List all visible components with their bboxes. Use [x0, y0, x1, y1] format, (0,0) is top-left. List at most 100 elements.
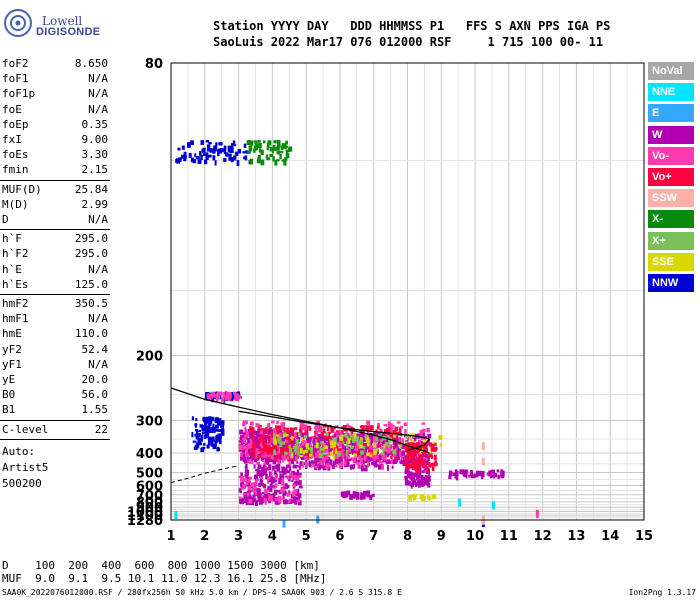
- echo-point-w: [470, 474, 474, 479]
- echo-point-vo: [433, 449, 437, 452]
- echo-point-w: [286, 464, 290, 467]
- echo-point-nnw: [217, 440, 221, 443]
- echo-point-vo: [392, 452, 397, 457]
- echo-point-vo: [267, 423, 271, 428]
- echo-point-vo: [358, 448, 363, 453]
- echo-point-vo: [295, 476, 299, 482]
- echo-point-vo: [319, 460, 323, 465]
- echo-point-vo: [250, 482, 254, 488]
- echo-point-vo: [367, 451, 372, 454]
- echo-point-vo: [326, 425, 329, 432]
- echo-point-vo: [289, 445, 293, 449]
- echo-point-vo: [321, 456, 326, 462]
- echo-point-w: [422, 478, 425, 481]
- echo-point-vo: [289, 472, 292, 476]
- echo-point-vo: [251, 487, 254, 491]
- echo-point-w: [360, 465, 364, 472]
- echo-point-nnw: [206, 144, 211, 148]
- echo-point-x: [307, 447, 311, 451]
- echo-point-x: [274, 147, 277, 151]
- echo-point-nnw: [202, 147, 206, 153]
- echo-point-nnw: [206, 444, 210, 449]
- echo-point-w: [340, 492, 344, 496]
- echo-point-w: [309, 440, 312, 443]
- echo-point-vo: [380, 446, 383, 450]
- isolated-echo: [481, 442, 485, 451]
- echo-point-x: [366, 440, 371, 446]
- echo-point-x: [285, 149, 290, 152]
- y-tick-label: 800: [136, 496, 163, 511]
- echo-point-w: [385, 460, 388, 465]
- echo-point-vo: [381, 464, 384, 470]
- echo-point-w: [309, 438, 312, 442]
- echo-point-vo: [304, 455, 308, 461]
- echo-point-vo: [400, 425, 403, 429]
- echo-point-vo: [326, 438, 330, 442]
- echo-point-vo: [396, 421, 401, 424]
- echo-point-vo: [259, 430, 263, 435]
- param-row: D N/A: [2, 213, 108, 228]
- echo-point-w: [348, 459, 352, 462]
- echo-point-x: [293, 446, 298, 452]
- echo-point-vo: [330, 427, 333, 430]
- echo-point-w: [269, 483, 273, 489]
- echo-point-vo: [247, 486, 251, 491]
- echo-point-x: [278, 436, 282, 440]
- echo-point-vo: [317, 427, 322, 433]
- echo-point-w: [275, 490, 278, 495]
- echo-point-w: [324, 438, 328, 441]
- echo-point-w: [365, 456, 369, 460]
- echo-point-vo: [410, 457, 414, 462]
- echo-point-nnw: [218, 142, 222, 145]
- echo-point-w: [296, 497, 299, 501]
- echo-point-nnw: [201, 427, 206, 431]
- param-label: foF1p: [2, 87, 36, 101]
- param-label: h`Es: [2, 277, 29, 291]
- echo-point-vo: [246, 479, 251, 483]
- echo-point-w: [411, 478, 415, 484]
- echo-point-nnw: [221, 423, 224, 429]
- echo-point-nnw: [223, 148, 227, 155]
- echo-point-vo: [359, 457, 363, 464]
- echo-point-w: [282, 490, 287, 496]
- echo-point-w: [294, 464, 299, 468]
- echo-point-nnw: [215, 142, 218, 147]
- param-value: 20.0: [81, 373, 109, 386]
- echo-point-vo: [286, 427, 290, 433]
- echo-point-w: [336, 459, 339, 465]
- echo-point-nnw: [205, 140, 210, 143]
- echo-point-w: [240, 499, 244, 505]
- y-tick-label: 600: [136, 479, 163, 494]
- echo-point-vo: [401, 438, 404, 442]
- param-row: hmF1 N/A: [2, 312, 108, 327]
- echo-point-w: [284, 467, 288, 471]
- echo-point-vo: [390, 456, 393, 460]
- echo-point-w: [257, 470, 262, 475]
- echo-point-x: [336, 442, 340, 446]
- echo-point-vo: [401, 441, 405, 444]
- echo-point-vo: [315, 431, 319, 435]
- echo-point-nnw: [195, 434, 198, 439]
- echo-point-x: [249, 140, 254, 146]
- echo-point-nnw: [207, 422, 212, 426]
- echo-point-w: [256, 431, 260, 438]
- legend-item: SSW: [648, 189, 694, 208]
- echo-point-nnw: [237, 148, 242, 154]
- echo-point-vo: [399, 442, 403, 446]
- echo-point-nnw: [212, 426, 215, 433]
- echo-point-sse: [411, 438, 415, 444]
- echo-point-x: [272, 156, 275, 162]
- echo-point-nnw: [207, 425, 211, 430]
- echo-point-vo: [384, 429, 387, 434]
- echo-point-x: [283, 160, 287, 166]
- echo-point-vo: [383, 458, 387, 461]
- echo-point-vo: [270, 454, 274, 460]
- echo-point-vo: [387, 448, 391, 454]
- echo-point-x: [303, 435, 308, 439]
- echo-point-vo: [254, 491, 258, 495]
- echo-point-vo: [329, 436, 332, 439]
- echo-point-vo: [347, 425, 351, 430]
- echo-point-vo: [376, 426, 380, 430]
- logo-digisonde-text: DIGISONDE: [36, 26, 101, 38]
- echo-point-nnw: [192, 159, 197, 164]
